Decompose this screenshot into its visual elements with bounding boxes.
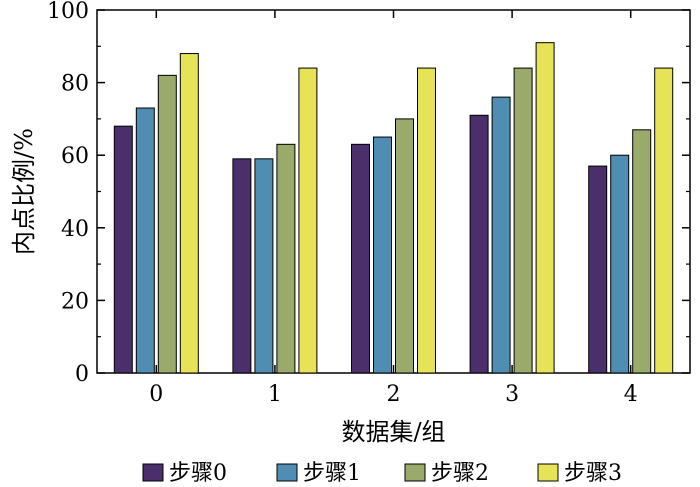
legend-swatch bbox=[142, 463, 164, 482]
legend-label: 步骤2 bbox=[431, 461, 489, 486]
legend-swatch bbox=[276, 463, 298, 482]
y-axis: 0 20 40 60 80 100 bbox=[47, 0, 690, 387]
legend-label: 步骤0 bbox=[169, 461, 227, 486]
bar bbox=[254, 158, 274, 374]
bar bbox=[351, 143, 370, 374]
bar bbox=[491, 96, 511, 374]
legend-swatch bbox=[537, 463, 559, 482]
bar bbox=[179, 53, 199, 374]
bar bbox=[469, 114, 489, 374]
x-tick-label: 0 bbox=[149, 382, 163, 407]
bar bbox=[395, 118, 414, 374]
y-tick-label: 100 bbox=[47, 0, 89, 24]
legend: 步骤0 步骤1 步骤2 步骤3 bbox=[142, 461, 622, 486]
y-tick-label: 80 bbox=[61, 72, 89, 97]
bar bbox=[298, 67, 318, 374]
bar bbox=[632, 129, 652, 374]
x-axis: 0 1 2 3 4 bbox=[149, 10, 638, 407]
y-tick-label: 60 bbox=[61, 144, 89, 169]
x-tick-label: 2 bbox=[387, 382, 401, 407]
bar bbox=[135, 107, 155, 374]
bar bbox=[157, 74, 177, 374]
bar bbox=[610, 154, 630, 374]
legend-label: 步骤1 bbox=[303, 461, 361, 486]
bar bbox=[232, 158, 252, 374]
bar bbox=[588, 165, 608, 374]
bars bbox=[113, 42, 674, 374]
y-tick-label: 40 bbox=[61, 217, 89, 242]
x-axis-title: 数据集/组 bbox=[341, 418, 445, 446]
y-axis-title: 内点比例/% bbox=[10, 128, 38, 255]
y-tick-label: 20 bbox=[61, 289, 89, 314]
bar bbox=[417, 67, 436, 374]
bar bbox=[535, 42, 555, 374]
legend-label: 步骤3 bbox=[564, 461, 622, 486]
y-tick-label: 0 bbox=[75, 362, 89, 387]
x-tick-label: 4 bbox=[624, 382, 638, 407]
legend-swatch bbox=[404, 463, 426, 482]
bar bbox=[513, 67, 533, 374]
x-tick-label: 3 bbox=[505, 382, 519, 407]
bar bbox=[654, 67, 674, 374]
x-tick-label: 1 bbox=[268, 382, 282, 407]
bar bbox=[113, 125, 133, 374]
bar bbox=[276, 143, 296, 374]
bar bbox=[373, 136, 392, 374]
